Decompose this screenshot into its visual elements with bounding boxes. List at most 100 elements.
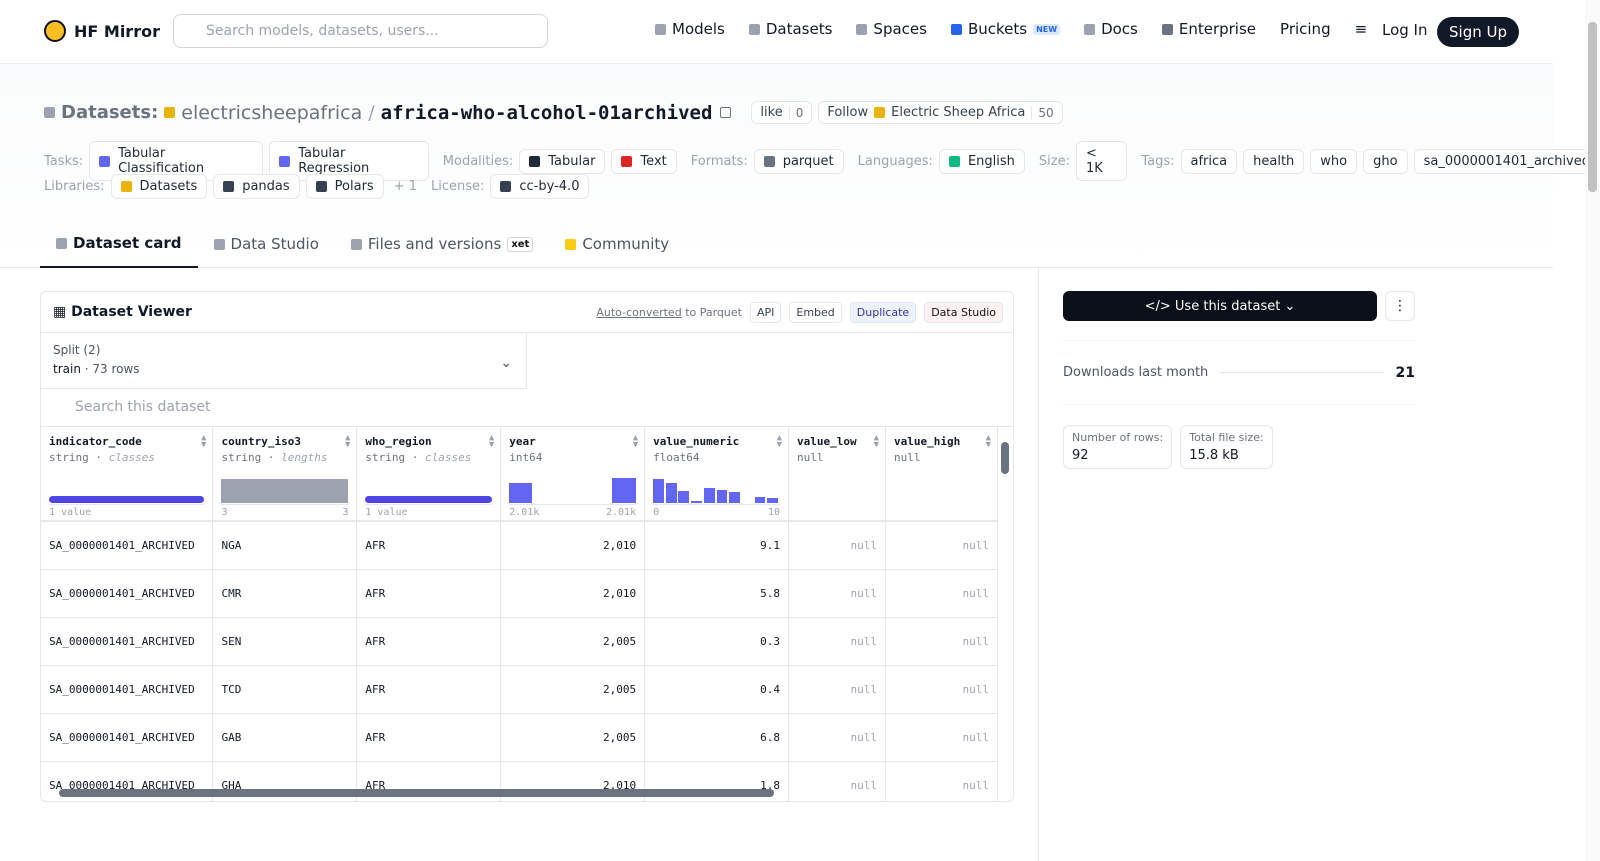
tag[interactable]: Text <box>611 148 677 174</box>
sort-icon[interactable]: ▲ ▼ <box>873 433 879 450</box>
viewer-button[interactable]: Data Studio <box>924 302 1003 323</box>
table-body: SA_0000001401_ARCHIVED NGA AFR 2,010 9.1 null… <box>41 521 998 801</box>
nav-link[interactable]: Enterprise <box>1161 20 1256 38</box>
range-label: 3 <box>221 507 228 518</box>
brand-name: HF Mirror <box>74 21 160 41</box>
cell: AFR <box>356 569 502 618</box>
column-header[interactable]: country_iso3 string · lengths 3 3 ▲ ▼ <box>212 427 358 522</box>
table-row[interactable]: SA_0000001401_ARCHIVED NGA AFR 2,010 9.1 null… <box>41 521 998 570</box>
icon <box>529 155 541 167</box>
column-dtype: null <box>797 451 824 464</box>
range-label: 0 <box>653 507 660 518</box>
tag[interactable]: Tabular <box>519 148 606 174</box>
tag[interactable]: who <box>1310 148 1358 174</box>
tag-more[interactable]: + 1 <box>393 179 417 194</box>
h-scrollbar[interactable] <box>59 789 774 797</box>
tag[interactable]: cc-by-4.0 <box>490 174 590 199</box>
header-row: indicator_code string · classes 1 value ▲ ▼ c… <box>41 427 998 522</box>
icon <box>223 181 235 192</box>
tag-group-label: Formats: <box>690 153 748 169</box>
tag-group-label: Tasks: <box>44 153 84 169</box>
column-header[interactable]: value_high null ▲ ▼ <box>885 427 998 522</box>
column-name: value_high <box>893 435 961 448</box>
cell: null <box>788 761 886 801</box>
nav-link[interactable]: Docs <box>1084 20 1138 38</box>
sort-icon[interactable]: ▲ ▼ <box>488 433 495 450</box>
column-header[interactable]: value_numeric float64 0 10 ▲ ▼ <box>644 427 790 522</box>
table-row[interactable]: SA_0000001401_ARCHIVED GAB AFR 2,005 6.8 null… <box>41 713 998 762</box>
column-header[interactable]: indicator_code string · classes 1 value ▲ ▼ <box>41 427 214 522</box>
sort-icon[interactable]: ▲ ▼ <box>632 433 639 450</box>
viewer-button[interactable]: Duplicate <box>849 302 917 323</box>
tag-label: English <box>967 153 1015 169</box>
page-scrollbar[interactable] <box>1585 0 1600 861</box>
tag-label: africa <box>1190 153 1228 169</box>
brand[interactable]: HF Mirror <box>44 20 160 42</box>
nav-label: Docs <box>1101 20 1138 38</box>
tag[interactable]: parquet <box>753 148 844 174</box>
sort-icon[interactable]: ▲ ▼ <box>344 433 351 450</box>
tag[interactable]: Polars <box>305 174 384 199</box>
follow-button[interactable]: Follow Electric Sheep Africa 50 <box>818 101 1063 124</box>
copy-icon[interactable] <box>720 107 732 118</box>
tab[interactable]: Files and versions xet <box>335 226 549 268</box>
tag[interactable]: < 1K <box>1075 141 1128 181</box>
menu-icon[interactable]: ≡ <box>1354 20 1368 38</box>
tag[interactable]: health <box>1243 148 1305 174</box>
sidebar: </> Use this dataset ⌄ ⋮ Downloads last … <box>1038 268 1553 861</box>
nav-link[interactable]: Pricing <box>1280 20 1331 38</box>
column-histogram <box>49 471 205 503</box>
nav-link[interactable]: Buckets NEW <box>950 20 1061 38</box>
nav-link[interactable]: Spaces <box>856 20 927 38</box>
tab[interactable]: Community <box>549 226 685 268</box>
viewer-button[interactable]: Embed <box>789 302 842 323</box>
icon <box>1084 23 1096 35</box>
nav-link[interactable]: Datasets <box>748 20 832 38</box>
sort-icon[interactable]: ▲ ▼ <box>776 433 783 450</box>
cell: null <box>885 617 998 666</box>
tag[interactable]: sa_0000001401_archived <box>1413 148 1600 174</box>
range-label: 1 value <box>365 507 408 518</box>
viewer-search[interactable]: Search this dataset <box>41 389 1013 427</box>
like-count: 0 <box>788 105 803 120</box>
tag[interactable]: pandas <box>213 174 300 199</box>
tag[interactable]: africa <box>1180 148 1238 174</box>
split-select[interactable]: Split (2) train · 73 rows ⌄ <box>41 333 527 389</box>
tab[interactable]: Data Studio <box>198 226 335 268</box>
column-header[interactable]: value_low null ▲ ▼ <box>788 427 886 522</box>
tag[interactable]: English <box>938 148 1025 174</box>
viewer-actions: Auto-converted to Parquet API Embed Duplica… <box>596 302 1003 323</box>
column-range: 1 value <box>49 504 205 518</box>
like-button[interactable]: like 0 <box>751 101 813 124</box>
v-scrollbar[interactable] <box>1001 442 1009 474</box>
login[interactable]: Log In <box>1382 21 1428 39</box>
column-header[interactable]: who_region string · classes 1 value ▲ ▼ <box>356 427 502 522</box>
icon <box>748 23 760 35</box>
sort-icon[interactable]: ▲ ▼ <box>201 433 207 450</box>
table-row[interactable]: SA_0000001401_ARCHIVED CMR AFR 2,010 5.8 null… <box>41 569 998 618</box>
column-name: year <box>509 435 536 448</box>
more-button[interactable]: ⋮ <box>1385 291 1415 321</box>
icon <box>500 181 512 192</box>
column-range: 1 value <box>365 504 493 518</box>
separator: / <box>368 101 375 124</box>
signup[interactable]: Sign Up <box>1437 17 1519 47</box>
table-row[interactable]: SA_0000001401_ARCHIVED TCD AFR 2,005 0.4 null… <box>41 665 998 714</box>
table-row[interactable]: SA_0000001401_ARCHIVED SEN AFR 2,005 0.3 null… <box>41 617 998 666</box>
downloads-value: 21 <box>1395 364 1415 381</box>
use-dataset-button[interactable]: </> Use this dataset ⌄ <box>1063 291 1377 321</box>
column-histogram <box>653 471 780 503</box>
viewer-button[interactable]: API <box>749 302 782 323</box>
auto-link[interactable]: Auto-converted <box>596 306 682 319</box>
column-range: 0 10 <box>653 504 781 518</box>
nav-link[interactable]: Models <box>655 20 725 38</box>
tag[interactable]: gho <box>1363 148 1408 174</box>
sort-icon[interactable]: ▲ ▼ <box>985 433 991 450</box>
column-header[interactable]: year int64 2.01k 2.01k ▲ ▼ <box>500 427 646 522</box>
repo-name[interactable]: africa-who-alcohol-01archived <box>380 101 713 124</box>
repo-owner[interactable]: electricsheepafrica <box>181 101 363 124</box>
tab[interactable]: Dataset card <box>40 226 198 268</box>
cell: 2,010 <box>500 521 646 570</box>
tag[interactable]: Datasets <box>110 174 208 199</box>
search-box[interactable]: Search models, datasets, users... <box>173 14 548 48</box>
